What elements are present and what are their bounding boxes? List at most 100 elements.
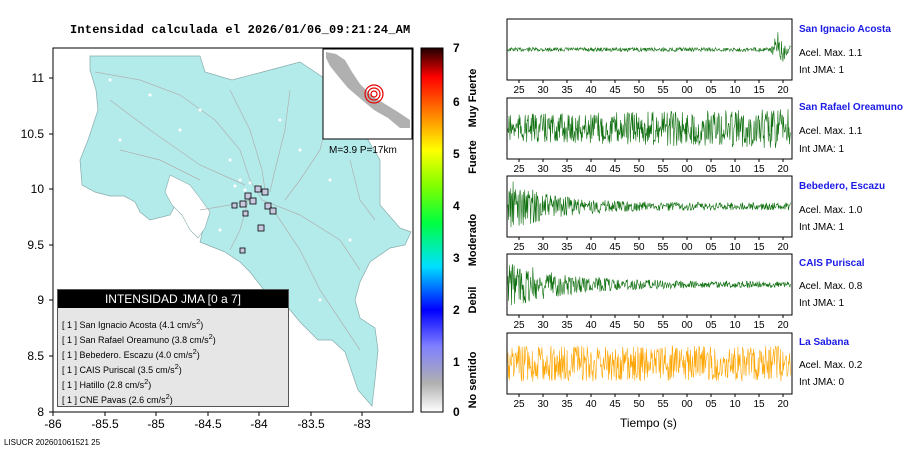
time-tick-label: 25 [513, 164, 525, 175]
time-tick-label: 35 [561, 320, 573, 331]
time-tick-label: 30 [537, 320, 549, 331]
waveform-trace [507, 32, 791, 62]
time-tick-label: 40 [585, 85, 597, 96]
time-tick-label: 35 [561, 399, 573, 410]
time-tick-label: 55 [657, 320, 669, 331]
time-tick-label: 50 [633, 242, 645, 253]
inset-land [326, 52, 410, 128]
time-tick-label: 40 [585, 320, 597, 331]
legend-station: Bebedero. Escazu [79, 350, 154, 360]
legend-value: (3.8 cm/s [171, 335, 209, 345]
time-tick-label: 45 [609, 320, 621, 331]
legend-row: [ 1 ] CAIS Puriscal (3.5 cm/s2) [62, 362, 182, 375]
colorbar-tick: 1 [453, 355, 460, 369]
road-network [94, 71, 376, 351]
legend-sup: 2 [174, 362, 179, 371]
station-jma: Int JMA: 0 [799, 377, 845, 388]
station-jma: Int JMA: 1 [799, 144, 845, 155]
time-tick-label: 30 [537, 242, 549, 253]
legend-close: ) [200, 320, 204, 330]
time-tick-label: 15 [753, 164, 765, 175]
legend-value: (4.0 cm/s [155, 350, 193, 360]
colorbar-label: No sentido [467, 351, 479, 408]
time-tick-label: 00 [681, 242, 693, 253]
station-accel: Acel. Max. 1.0 [799, 205, 863, 216]
time-tick-label: 55 [657, 85, 669, 96]
legend-sup: 2 [192, 347, 197, 356]
station-name: San Rafael Oreamuno [799, 102, 903, 113]
station-jma: Int JMA: 1 [799, 298, 845, 309]
colorbar-label: Fuerte [467, 140, 479, 174]
time-tick-label: 40 [585, 399, 597, 410]
station-accel: Acel. Max. 0.8 [799, 281, 863, 292]
station-markers [231, 185, 277, 254]
time-tick-label: 00 [681, 399, 693, 410]
station-name: San Ignacio Acosta [799, 24, 891, 35]
time-tick-label: 40 [585, 242, 597, 253]
colorbar-tick: 3 [453, 251, 460, 265]
map-ytick: 8.5 [27, 349, 44, 363]
legend-close: ) [196, 350, 200, 360]
legend-jma: [ 1 ] [62, 320, 78, 330]
time-tick-label: 15 [753, 242, 765, 253]
legend-row: [ 1 ] Hatillo (2.8 cm/s2) [62, 377, 151, 390]
time-axis-label: Tiempo (s) [620, 416, 677, 430]
time-tick-label: 05 [705, 399, 717, 410]
map-xtick: -85 [147, 417, 165, 431]
map-xtick: -84 [250, 417, 268, 431]
time-tick-label: 55 [657, 164, 669, 175]
colorbar-label: Moderado [467, 213, 479, 266]
legend-row: [ 1 ] San Ignacio Acosta (4.1 cm/s2) [62, 317, 203, 330]
waveform-panels: 25 30 35 40 45 50 55 00 05 10 15 20 25 30 35 40 45 50 55 00… [506, 18, 793, 410]
time-tick-label: 00 [681, 85, 693, 96]
time-tick-label: 50 [633, 164, 645, 175]
station-jma: Int JMA: 1 [799, 222, 845, 233]
time-tick-label: 35 [561, 242, 573, 253]
time-tick-label: 25 [513, 320, 525, 331]
waveform-trace [507, 109, 791, 149]
legend-jma: [ 1 ] [62, 395, 78, 405]
map-ytick: 10 [31, 182, 45, 196]
time-tick-label: 20 [777, 85, 789, 96]
legend-station: Hatillo [79, 380, 105, 390]
map-xtick: -83.5 [297, 417, 325, 431]
legend-jma: [ 1 ] [62, 365, 78, 375]
map-ytick: 10.5 [21, 127, 45, 141]
legend-station: CNE Pavas [79, 395, 127, 405]
time-tick-label: 05 [705, 85, 717, 96]
land-area [79, 55, 412, 407]
time-tick-label: 55 [657, 399, 669, 410]
legend-value: (2.6 cm/s [128, 395, 166, 405]
station-dots [108, 78, 367, 312]
station-name: La Sabana [799, 337, 850, 348]
map-xtick: -83 [353, 417, 371, 431]
colorbar-tick: 6 [453, 95, 460, 109]
time-tick-label: 25 [513, 399, 525, 410]
time-tick-label: 15 [753, 399, 765, 410]
time-tick-label: 45 [609, 242, 621, 253]
time-tick-label: 55 [657, 242, 669, 253]
map-xtick: -84.5 [194, 417, 222, 431]
waveform-trace [507, 264, 791, 306]
legend-jma: [ 1 ] [62, 335, 78, 345]
map-ytick: 9 [37, 293, 44, 307]
time-tick-label: 10 [729, 320, 741, 331]
time-tick-label: 20 [777, 320, 789, 331]
colorbar-label: Muy Fuerte [467, 69, 479, 128]
map-ytick: 8 [37, 405, 44, 419]
map-ticks [49, 77, 363, 416]
legend-title: INTENSIDAD JMA [0 a 7] [58, 290, 288, 308]
waveform-frame [506, 97, 793, 160]
waveform-trace [507, 181, 791, 228]
legend-station: San Ignacio Acosta [79, 320, 157, 330]
time-tick-label: 50 [633, 85, 645, 96]
colorbar-tick: 0 [453, 405, 460, 419]
time-tick-label: 15 [753, 320, 765, 331]
legend-jma: [ 1 ] [62, 350, 78, 360]
waveform-trace [507, 345, 791, 382]
waveform-frame [506, 175, 793, 238]
legend-close: ) [148, 380, 152, 390]
time-tick-label: 50 [633, 399, 645, 410]
time-tick-label: 30 [537, 399, 549, 410]
